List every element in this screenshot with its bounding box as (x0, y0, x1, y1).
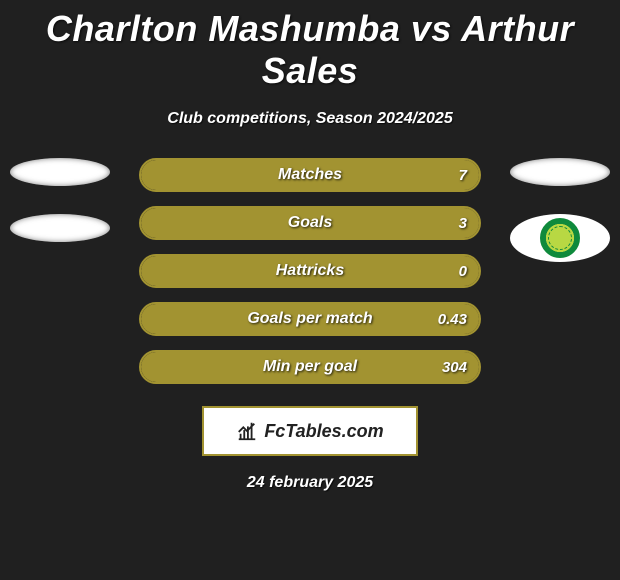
stat-value-right: 7 (459, 160, 467, 190)
stat-value-right: 3 (459, 208, 467, 238)
right-badge-blank (510, 158, 610, 186)
page-subtitle: Club competitions, Season 2024/2025 (0, 110, 620, 128)
sundowns-crest-icon (540, 218, 580, 258)
stat-row: Goals per match0.43 (139, 302, 481, 336)
stats-area: Matches7 Goals3 Hattricks0 Goals per match0… (0, 158, 620, 384)
stat-row-fill (141, 352, 479, 382)
left-badge-blank (10, 214, 110, 242)
left-badge-stack (10, 158, 110, 242)
sundowns-crest (510, 214, 610, 262)
brand-text: FcTables.com (264, 421, 383, 442)
stat-value-right: 0.43 (438, 304, 467, 334)
stat-row: Goals3 (139, 206, 481, 240)
stat-row: Matches7 (139, 158, 481, 192)
stat-row-fill (141, 304, 479, 334)
stat-rows: Matches7 Goals3 Hattricks0 Goals per match0… (139, 158, 481, 384)
stat-value-right: 304 (442, 352, 467, 382)
stat-row-fill (141, 256, 479, 286)
stat-row-fill (141, 160, 479, 190)
stat-value-right: 0 (459, 256, 467, 286)
stat-row: Min per goal304 (139, 350, 481, 384)
chart-icon (236, 420, 258, 442)
left-badge-blank (10, 158, 110, 186)
date-line: 24 february 2025 (0, 474, 620, 492)
stat-row: Hattricks0 (139, 254, 481, 288)
page-title: Charlton Mashumba vs Arthur Sales (0, 0, 620, 92)
brand-box: FcTables.com (202, 406, 418, 456)
stat-row-fill (141, 208, 479, 238)
right-badge-stack (510, 158, 610, 262)
